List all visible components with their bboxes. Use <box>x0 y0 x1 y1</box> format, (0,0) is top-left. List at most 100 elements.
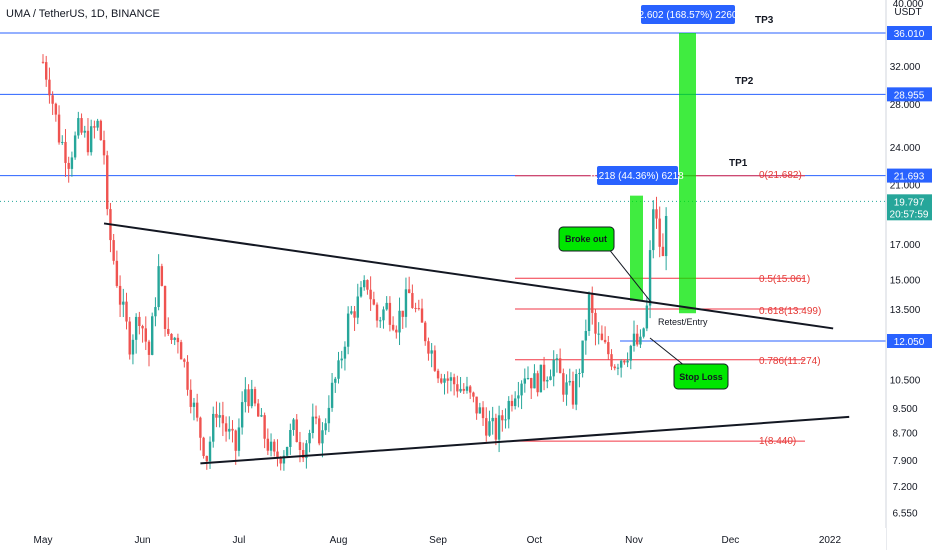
time-tick-label: Aug <box>330 535 348 546</box>
stop-loss-pointer <box>649 337 686 367</box>
candle-body <box>395 329 398 333</box>
candle-body <box>571 380 575 405</box>
candle-body <box>407 289 411 294</box>
measure-big-badge <box>641 5 735 24</box>
candle-body <box>501 415 504 421</box>
candle-body <box>655 209 658 219</box>
candle-body <box>247 389 250 407</box>
candle-body <box>195 402 199 418</box>
candle-body <box>263 415 266 439</box>
candle-body <box>475 396 478 414</box>
candle-body <box>639 336 642 345</box>
candle-body <box>581 340 584 373</box>
candle-body <box>539 364 543 393</box>
candle-body <box>189 389 192 407</box>
candle-body <box>350 311 353 314</box>
fib-0618-label: 0.618(13.499) <box>759 306 821 317</box>
candle-body <box>417 308 421 310</box>
candle-body <box>494 417 498 440</box>
price-tick-label: 28.000 <box>890 100 921 111</box>
candle-body <box>652 209 655 251</box>
measure-big-text: 22.602 (168.57%) 22602 <box>633 10 744 21</box>
candle-body <box>77 118 80 136</box>
candle-body <box>359 287 363 297</box>
candle-body <box>574 374 578 405</box>
time-tick-label: Jun <box>135 535 151 546</box>
tp2-label: TP2 <box>735 76 754 87</box>
tp2-price-text: 28.955 <box>894 90 925 101</box>
candle-body <box>176 337 180 343</box>
candle-body <box>456 384 459 392</box>
candle-body <box>282 455 286 464</box>
candle-body <box>414 307 417 309</box>
candle-body <box>526 377 530 379</box>
candle-body <box>231 428 234 431</box>
price-tick-label: 6.550 <box>892 509 917 520</box>
candle-body <box>520 383 523 396</box>
candle-body <box>446 378 449 381</box>
candle-body <box>125 301 128 322</box>
candle-body <box>186 361 189 390</box>
candle-body <box>343 346 347 359</box>
candle-body <box>478 407 482 414</box>
candle-body <box>427 341 430 354</box>
candle-body <box>67 162 70 169</box>
candle-body <box>472 392 475 397</box>
candle-body <box>459 388 462 392</box>
time-tick-label: Dec <box>721 535 739 546</box>
candle-body <box>363 280 366 288</box>
fib-0786-label: 0.786(11.274) <box>759 356 821 367</box>
price-tick-label: 32.000 <box>890 62 921 73</box>
candle-body <box>279 458 282 464</box>
candle-body <box>295 419 298 443</box>
candle-body <box>102 140 106 156</box>
candle-body <box>134 316 138 340</box>
candle-body <box>536 373 539 393</box>
candle-body <box>192 402 196 407</box>
candle-body <box>273 441 276 452</box>
candle-body <box>462 388 465 391</box>
candle-body <box>173 337 176 341</box>
candle-body <box>240 402 244 428</box>
candle-body <box>179 342 183 360</box>
price-tick-label: 7.200 <box>892 482 917 493</box>
fib-05-label: 0.5(15.061) <box>759 274 810 285</box>
candle-body <box>305 443 308 459</box>
candle-body <box>89 126 93 153</box>
candle-body <box>497 415 501 440</box>
candle-body <box>388 302 392 325</box>
candle-body <box>167 328 170 334</box>
candle-body <box>224 423 228 432</box>
candle-body <box>645 305 649 329</box>
broke-out-callout <box>558 226 615 252</box>
price-tick-label: 10.500 <box>890 376 921 387</box>
tp3-label: TP3 <box>755 15 774 26</box>
candle-body <box>269 441 273 451</box>
price-tick-label: 17.000 <box>890 240 921 251</box>
time-ticks: May Jun Jul Aug Sep Oct Nov Dec 2022 <box>34 535 842 546</box>
candle-body <box>629 345 632 361</box>
candle-body <box>594 312 597 334</box>
fib-1-label: 1(8.440) <box>759 436 796 447</box>
lower-trendline[interactable] <box>200 415 850 465</box>
candle-body <box>430 350 433 354</box>
candle-body <box>661 246 665 257</box>
stop-loss-callout <box>673 363 729 390</box>
axis-top-tick: 40.000 <box>893 0 924 10</box>
candle-body <box>420 308 424 323</box>
time-tick-label: Nov <box>625 535 643 546</box>
measure-small-text: 6.218 (44.36%) 6218 <box>590 171 684 182</box>
price-tick-label: 9.500 <box>892 404 917 415</box>
breakout-measure-box <box>630 195 643 301</box>
candle-body <box>549 376 552 380</box>
candle-body <box>591 294 594 313</box>
candle-body <box>170 333 173 341</box>
candle-body <box>610 354 613 367</box>
candle-body <box>398 310 401 333</box>
plot-background <box>0 0 886 550</box>
candle-body <box>285 446 289 456</box>
time-axis[interactable] <box>0 528 886 550</box>
upper-trendline[interactable] <box>103 222 834 330</box>
candle-body <box>507 400 510 420</box>
